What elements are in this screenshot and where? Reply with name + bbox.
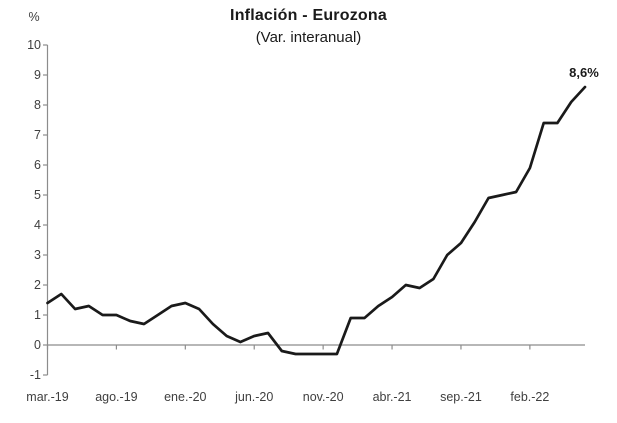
y-tick-label: 8 [34,98,41,112]
y-axis-unit-label: % [28,10,40,24]
y-tick-label: 2 [34,278,41,292]
y-tick-label: 1 [34,308,41,322]
y-tick-label: 6 [34,158,41,172]
chart-title: Inflación - Eurozona [230,7,387,24]
x-tick-label: ago.-19 [95,390,138,404]
y-tick-label: 5 [34,188,41,202]
x-tick-label: nov.-20 [302,390,344,404]
y-tick-label: 10 [27,38,41,52]
x-tick-label: sep.-21 [440,390,482,404]
y-tick-label: 3 [34,248,41,262]
y-tick-label: 9 [34,68,41,82]
chart-subtitle: (Var. interanual) [255,29,362,46]
y-tick-label: 7 [34,128,41,142]
x-tick-label: abr.-21 [372,390,412,404]
y-tick-label: -1 [29,368,41,382]
y-tick-label: 4 [34,218,41,232]
y-tick-label: 0 [34,338,41,352]
x-tick-label: ene.-20 [164,390,207,404]
x-tick-label: feb.-22 [510,390,550,404]
x-tick-label: mar.-19 [26,390,69,404]
x-tick-label: jun.-20 [235,390,274,404]
last-point-data-label: 8,6% [569,65,599,80]
